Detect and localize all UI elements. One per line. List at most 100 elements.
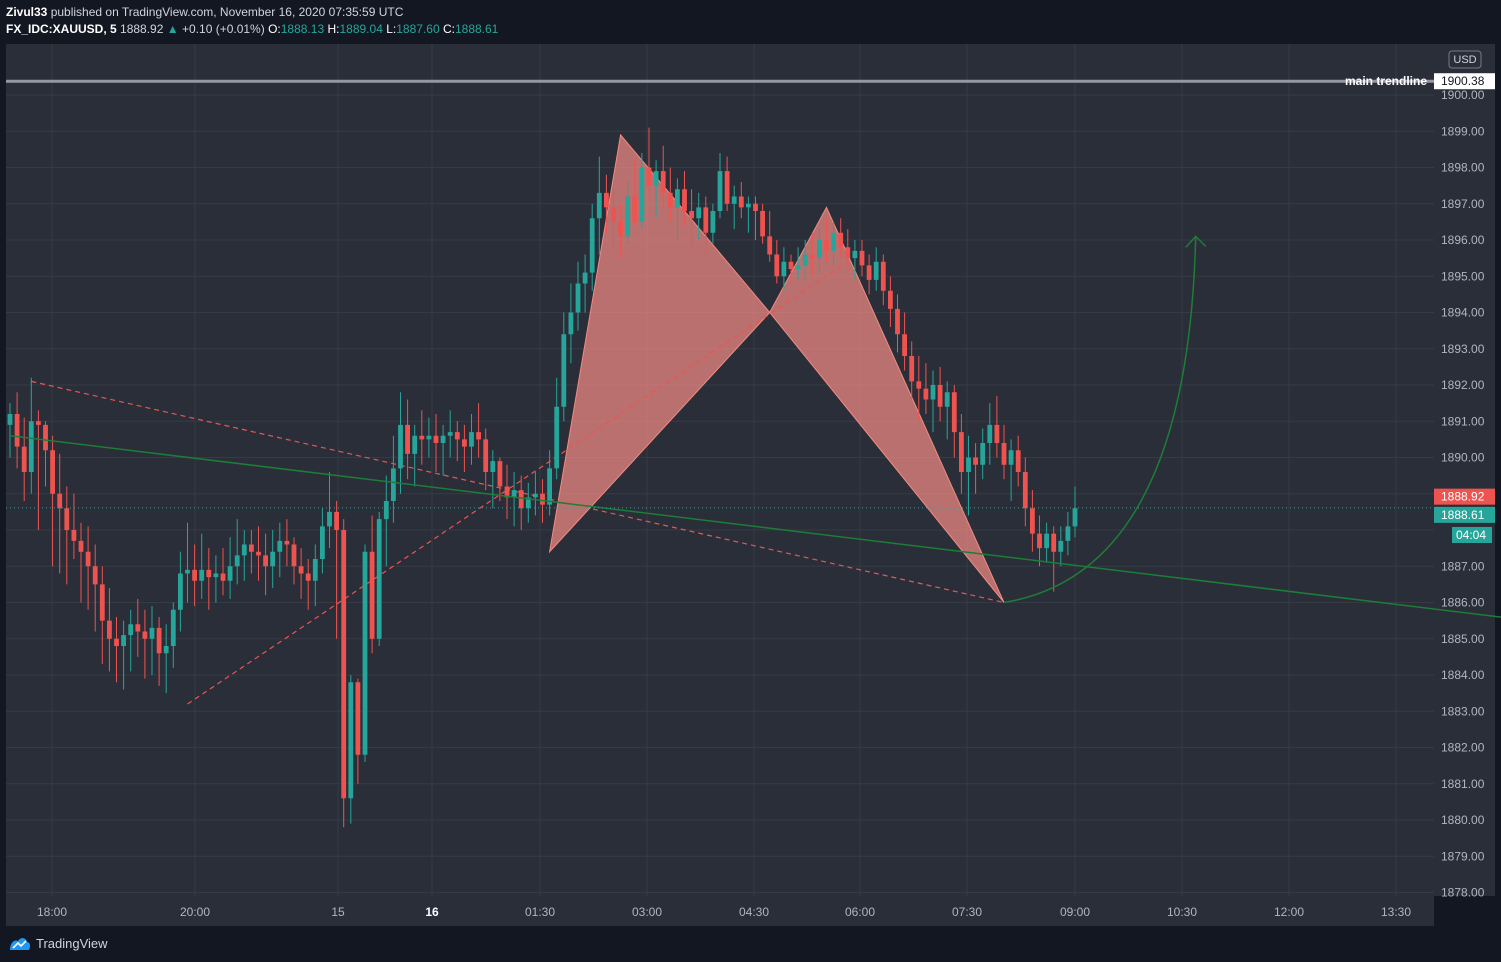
countdown-text: 04:04	[1456, 528, 1486, 542]
candle	[128, 609, 134, 672]
x-tick-label: 10:30	[1167, 905, 1197, 919]
candle-body	[376, 519, 382, 639]
candle	[291, 537, 297, 585]
candle	[731, 185, 737, 230]
candle-body	[249, 544, 254, 552]
candle	[717, 153, 723, 219]
x-tick-label: 18:00	[37, 905, 67, 919]
candle	[298, 548, 304, 599]
candle-body	[724, 171, 730, 204]
candle	[582, 254, 588, 313]
x-tick-label: 01:30	[525, 905, 555, 919]
candle-body	[710, 211, 716, 233]
candle-body	[454, 432, 460, 440]
y-tick-label: 1892.00	[1441, 378, 1485, 392]
candle-body	[547, 468, 552, 505]
candle	[923, 363, 929, 414]
drawings	[31, 133, 1005, 705]
candle-body	[398, 424, 403, 469]
candle-body	[270, 551, 276, 567]
candle-body	[419, 435, 425, 440]
candle	[362, 544, 368, 762]
candle	[170, 602, 176, 668]
candle	[760, 203, 765, 244]
candle	[192, 544, 197, 607]
candle-body	[341, 530, 347, 799]
candle	[951, 385, 957, 458]
candle	[561, 312, 567, 422]
y-tick-label: 1878.00	[1441, 886, 1485, 900]
candle-body	[163, 646, 169, 654]
candle	[178, 551, 183, 632]
candle	[7, 403, 13, 458]
candle-body	[504, 486, 510, 498]
candle-body	[71, 530, 77, 541]
candle	[206, 548, 212, 610]
candle	[852, 240, 858, 280]
candle-body	[582, 272, 588, 284]
candle	[781, 247, 787, 291]
candle	[163, 624, 169, 694]
candle-body	[447, 432, 453, 436]
close-label: C:	[442, 22, 455, 36]
candle-body	[383, 501, 389, 520]
candle	[369, 515, 375, 654]
candle	[383, 475, 389, 567]
candle	[554, 377, 560, 480]
candle-body	[107, 620, 112, 639]
candle-body	[412, 435, 418, 454]
candle-body	[1065, 526, 1071, 541]
low-value: 1887.60	[396, 22, 440, 36]
symbol-name[interactable]: FX_IDC:XAUUSD, 5	[6, 22, 117, 36]
candle	[78, 522, 84, 603]
publish-text: published on TradingView.com, November 1…	[50, 5, 404, 19]
candle	[426, 417, 432, 458]
candle	[824, 218, 829, 262]
candle	[107, 588, 112, 672]
y-tick-label: 1896.00	[1441, 233, 1485, 247]
candle-body	[220, 573, 226, 581]
change-arrow-icon: ▲	[166, 22, 179, 36]
candle-body	[405, 424, 410, 454]
candle-body	[511, 490, 517, 498]
candle-body	[795, 265, 801, 269]
candle	[348, 675, 354, 824]
candle-body	[788, 261, 794, 269]
candle	[675, 178, 680, 240]
candle-body	[632, 196, 638, 222]
candle-body	[142, 631, 148, 639]
candle-body	[483, 439, 489, 472]
brand[interactable]: TradingView	[8, 935, 108, 951]
candle	[14, 392, 20, 469]
time-axis[interactable]	[6, 896, 1434, 926]
candle	[888, 276, 893, 327]
candle	[1058, 526, 1064, 567]
price-axis[interactable]	[1434, 44, 1495, 896]
candle	[405, 399, 410, 480]
candle-body	[348, 682, 354, 799]
candle-body	[57, 493, 63, 509]
candle	[710, 203, 716, 244]
candle-body	[36, 421, 41, 425]
candle	[980, 428, 986, 480]
candle	[462, 424, 467, 472]
candle-body	[944, 392, 950, 407]
candle	[667, 167, 673, 222]
projection-arrow-head	[1185, 235, 1207, 248]
candle	[767, 211, 773, 262]
candle	[653, 160, 659, 219]
candle-body	[916, 381, 922, 389]
candle-body	[433, 435, 439, 443]
candle	[1044, 522, 1049, 563]
main-trendline-label: main trendline	[1345, 74, 1427, 88]
candle-body	[199, 569, 205, 581]
candle-body	[746, 203, 751, 208]
candle	[220, 548, 226, 596]
author-name[interactable]: Zivul33	[6, 5, 48, 19]
candle-body	[973, 457, 978, 465]
candle-body	[703, 207, 709, 233]
chart[interactable]: main trendline 1878.00 1879.00 1880.00 1881…	[0, 0, 1501, 926]
candle-body	[639, 167, 645, 222]
candle-body	[64, 508, 70, 530]
candle	[227, 537, 233, 599]
